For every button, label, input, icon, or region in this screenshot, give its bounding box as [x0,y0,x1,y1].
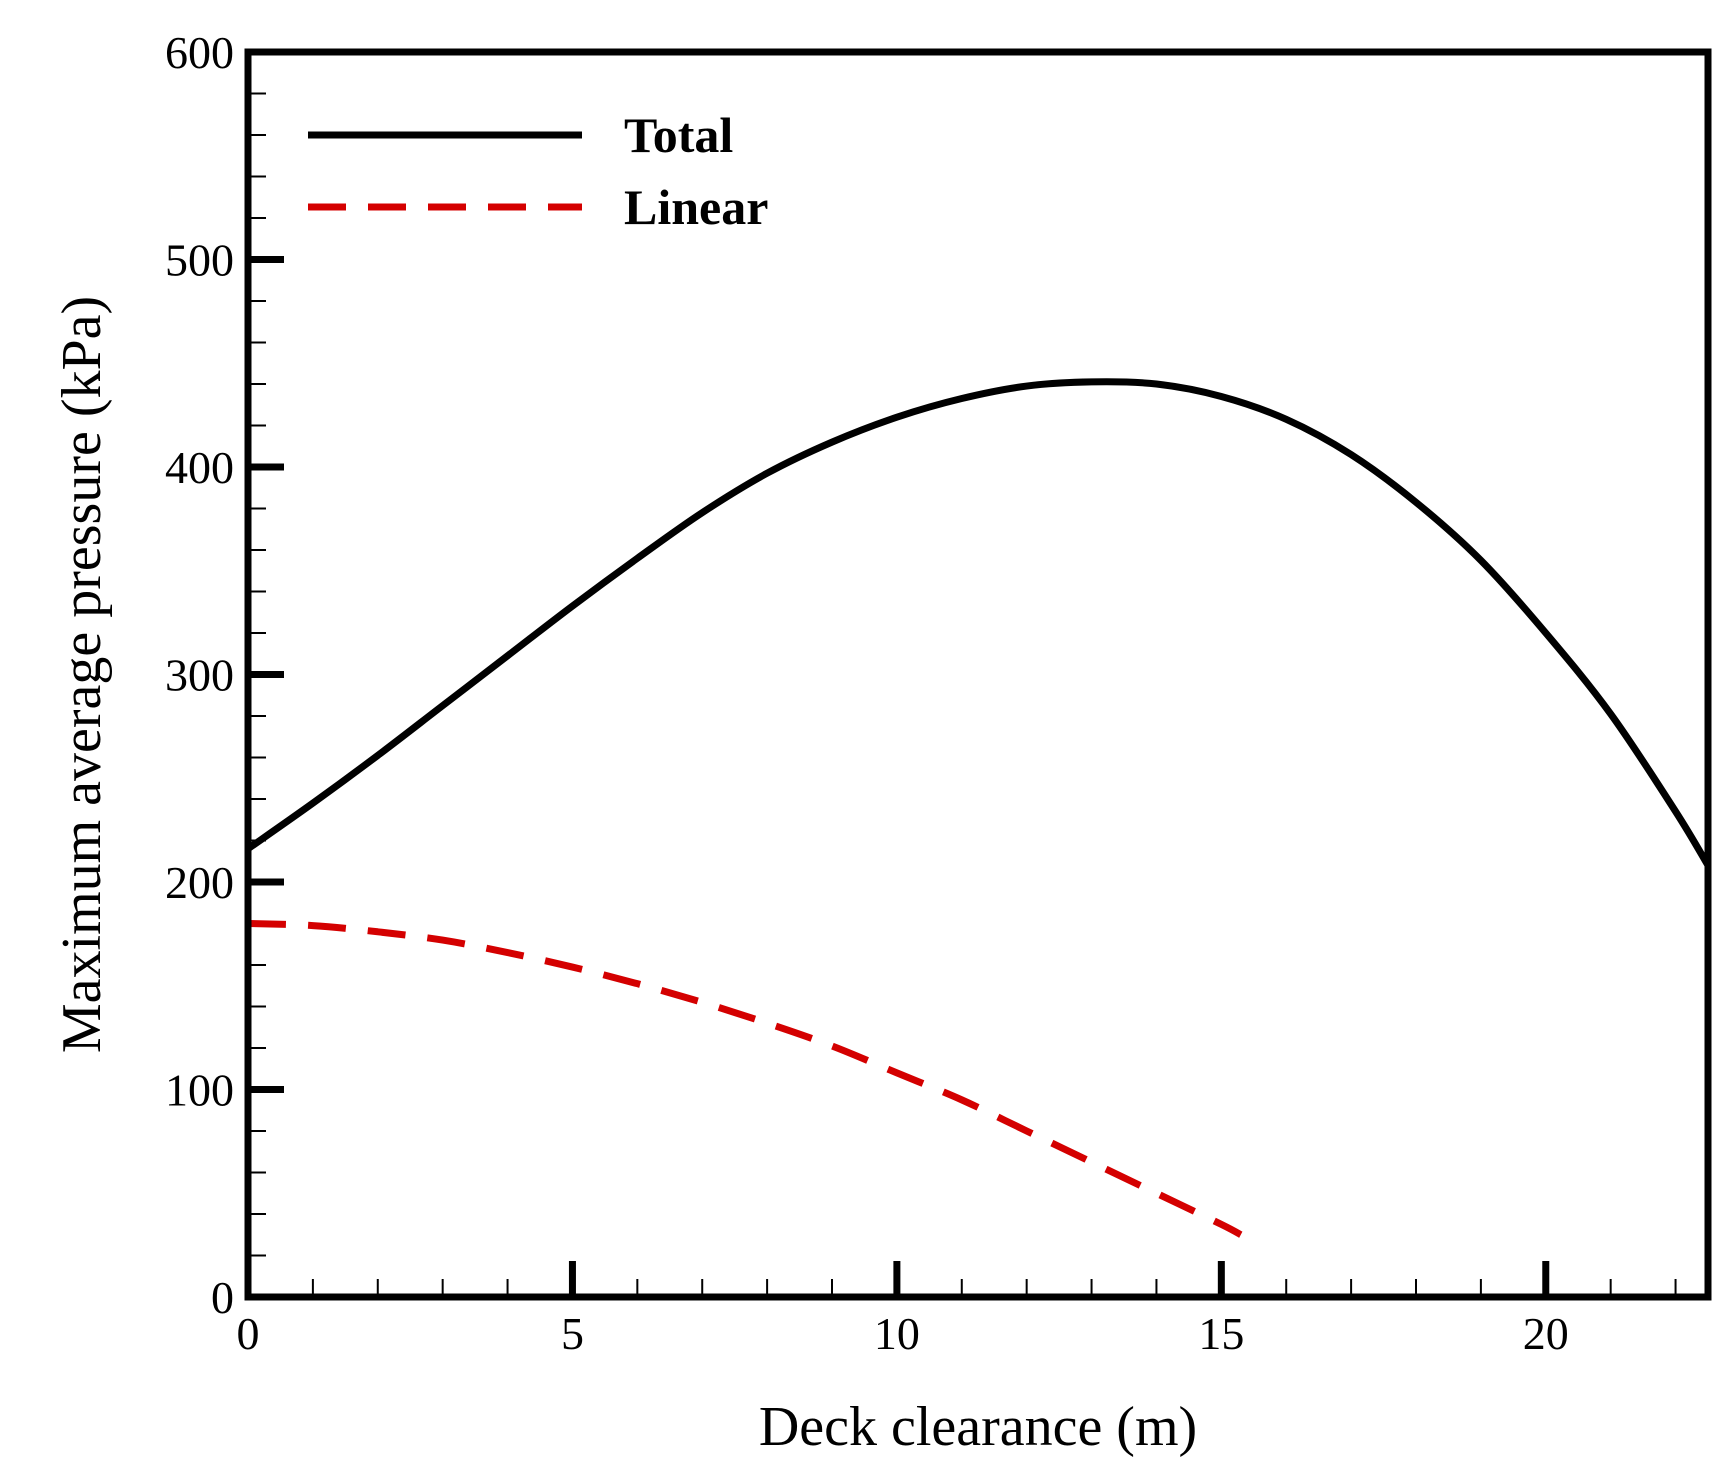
series-line-total [245,378,1711,868]
y-tick-label: 0 [211,1272,234,1323]
y-tick-label: 600 [165,27,234,78]
series-line-linear [247,920,1243,1238]
series-layer [245,378,1711,1238]
x-tick-label: 10 [874,1308,920,1359]
x-tick-label: 5 [561,1308,584,1359]
x-tick-labels: 0 5 10 15 20 [237,1308,1569,1359]
legend-label-linear: Linear [624,179,768,235]
y-tick-label: 500 [165,235,234,286]
y-tick-label: 300 [165,650,234,701]
y-tick-label: 200 [165,857,234,908]
y-tick-labels: 0 100 200 300 400 500 600 [165,27,234,1323]
y-tick-label: 400 [165,442,234,493]
major-ticks [244,48,1550,1301]
x-tick-label: 15 [1198,1308,1244,1359]
y-tick-label: 100 [165,1065,234,1116]
x-tick-label: 20 [1523,1308,1569,1359]
plot-frame [244,48,1712,1301]
x-axis-title: Deck clearance (m) [759,1396,1197,1458]
x-tick-label: 0 [237,1308,260,1359]
y-axis-title: Maximum average pressure (kPa) [51,296,113,1053]
minor-ticks [248,92,1677,1297]
legend: Total Linear [308,107,768,235]
legend-label-total: Total [624,107,733,163]
